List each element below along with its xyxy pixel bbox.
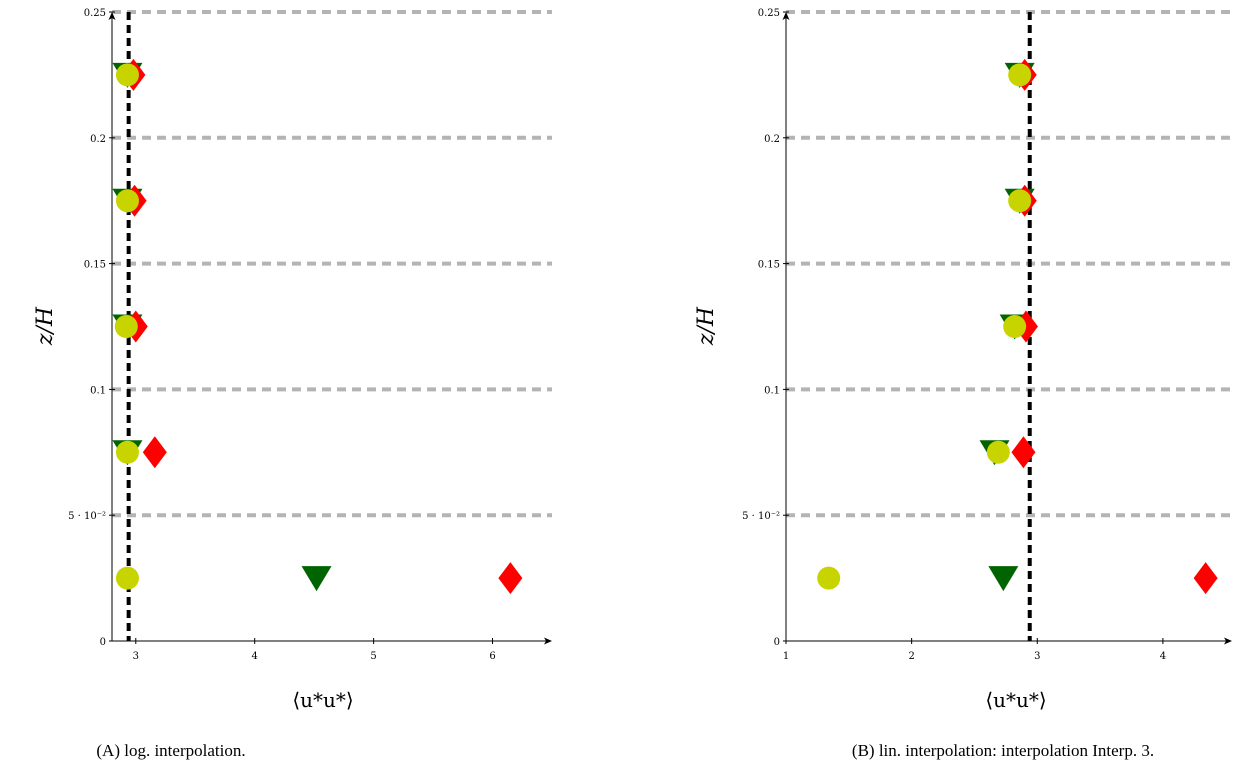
point-circle	[986, 440, 1010, 464]
panel-caption: (B) lin. interpolation: interpolation In…	[852, 741, 1154, 760]
y-tick-label: 0.25	[84, 8, 106, 19]
point-diamond	[1011, 436, 1036, 469]
point-diamond	[142, 436, 167, 469]
x-tick-label: 5	[370, 651, 376, 662]
panel-b: 1 2 3 4 0 5 · 10⁻² 0.1 0.15 0.2 0.25 ⟨u*u*⟩ z/H (B) …	[694, 8, 1232, 760]
x-tick-label: 1	[783, 651, 789, 662]
x-tick-label: 2	[908, 651, 914, 662]
x-tick-label: 3	[1034, 651, 1040, 662]
point-triangle	[301, 566, 332, 592]
y-axis-arrow	[782, 12, 790, 20]
x-axis-label: ⟨u*u*⟩	[292, 688, 353, 712]
y-tick-label: 0.25	[758, 8, 780, 19]
y-tick-label: 0	[774, 637, 780, 648]
point-diamond	[1193, 562, 1218, 595]
panel-a: 3 4 5 6 0 5 · 10⁻² 0.1 0.15 0.2 0.25 ⟨u*u*⟩ z/H (A) …	[33, 8, 552, 760]
point-circle	[115, 63, 139, 87]
point-circle	[114, 315, 138, 338]
y-tick-label: 0.1	[764, 385, 780, 396]
y-tick-label: 0.15	[84, 260, 106, 271]
y-tick-label: 0.1	[90, 385, 106, 396]
y-tick-label: 0.2	[764, 134, 780, 145]
point-circle	[115, 189, 139, 213]
x-tick-label: 4	[1160, 651, 1166, 662]
point-circle	[115, 566, 139, 590]
y-tick-label: 0.15	[758, 260, 780, 271]
y-tick-label: 0	[100, 637, 106, 648]
y-tick-label: 5 · 10⁻²	[742, 511, 780, 522]
panel-caption: (A) log. interpolation.	[96, 741, 245, 760]
y-tick-label: 5 · 10⁻²	[68, 511, 106, 522]
x-axis-arrow	[1224, 637, 1232, 645]
x-axis-arrow	[544, 637, 552, 645]
point-circle	[1008, 63, 1032, 87]
point-circle	[1008, 189, 1032, 213]
point-circle	[115, 440, 139, 464]
point-triangle	[988, 566, 1019, 592]
x-tick-label: 6	[489, 651, 495, 662]
y-axis-label: z/H	[33, 306, 58, 346]
y-tick-label: 0.2	[90, 134, 106, 145]
point-diamond	[498, 562, 523, 595]
x-axis-label: ⟨u*u*⟩	[985, 688, 1046, 712]
x-tick-label: 4	[252, 651, 258, 662]
x-tick-label: 3	[133, 651, 139, 662]
point-circle	[817, 566, 841, 590]
y-axis-label: z/H	[694, 306, 719, 346]
point-circle	[1003, 315, 1027, 338]
y-axis-arrow	[108, 12, 116, 20]
